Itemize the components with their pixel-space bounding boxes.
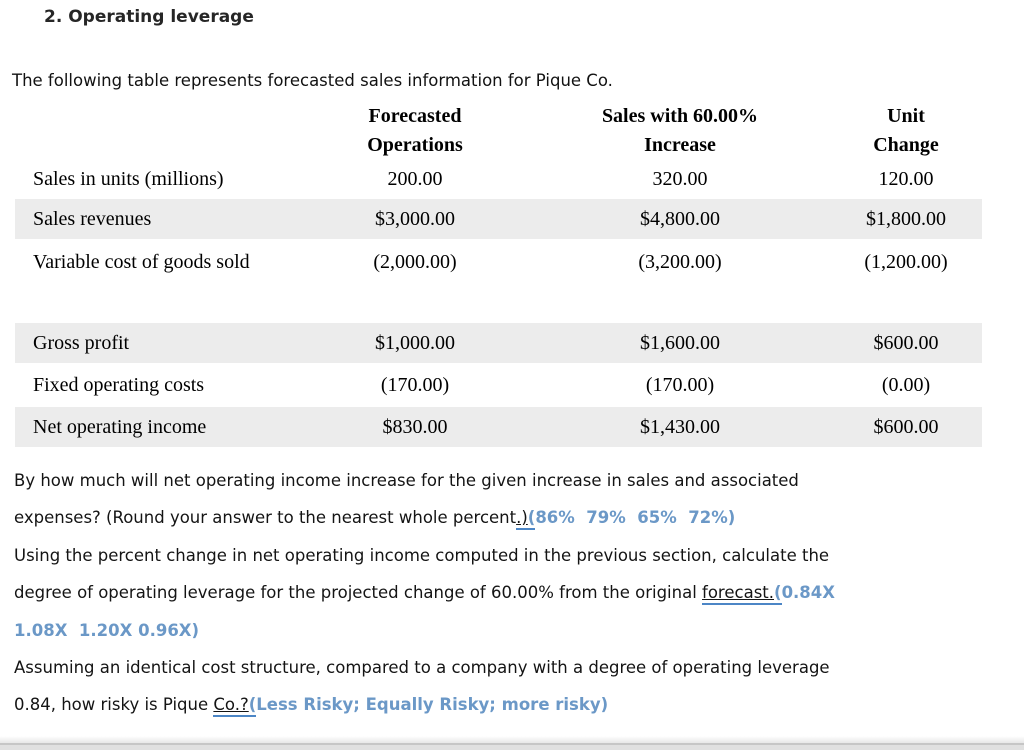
table-row: Sales revenues $3,000.00 $4,800.00 $1,80…: [15, 199, 982, 239]
header-line: Operations: [367, 134, 463, 156]
forecast-table: Forecasted Operations Sales with 60.00% …: [15, 101, 982, 447]
header-line: Sales with 60.00%: [601, 105, 759, 127]
table-row: Sales in units (millions) 200.00 320.00 …: [15, 159, 982, 199]
cell-forecasted: $3,000.00: [375, 207, 455, 230]
bottom-edge-gradient: [0, 736, 1024, 743]
row-label: Net operating income: [15, 410, 300, 444]
cell-forecasted: $830.00: [382, 415, 448, 438]
question3-underlined-group: Co.?(: [213, 695, 257, 718]
cell-increase: 320.00: [652, 167, 708, 190]
cell-change: 120.00: [878, 167, 934, 190]
cell-change: $600.00: [873, 331, 939, 354]
row-label-text: Gross profit: [33, 332, 130, 354]
table-header-increase: Sales with 60.00% Increase: [530, 101, 830, 160]
window-bottom-edge: [0, 736, 1024, 750]
question2-text: degree of operating leverage for the pro…: [14, 583, 703, 603]
bottom-edge-divider: [0, 743, 1024, 745]
header-line: Change: [873, 134, 939, 156]
question3-underlined: Co.?: [213, 695, 249, 715]
intro-text: The following table represents forecaste…: [12, 71, 613, 90]
row-label: Variable cost of goods sold: [15, 239, 300, 279]
cell-change: (0.00): [881, 373, 931, 396]
cell-increase: (170.00): [645, 373, 715, 396]
row-label-text: Net operating income: [33, 416, 207, 438]
question3-line2: 0.84, how risky is Pique Co.?(Less Risky…: [14, 686, 1009, 723]
cell-increase: $4,800.00: [640, 207, 720, 230]
question1-answer-options: 86% 79% 65% 72%): [535, 508, 736, 528]
question3-paren: (: [248, 695, 257, 715]
question-block: By how much will net operating income in…: [14, 462, 1009, 724]
table-row: Net operating income $830.00 $1,430.00 $…: [15, 407, 982, 447]
bottom-edge-footer: [0, 745, 1024, 750]
question1-paren: (: [527, 508, 536, 528]
question1-text: expenses? (Round your answer to the near…: [14, 508, 517, 528]
row-label: Gross profit: [15, 326, 300, 360]
row-label-text: Sales in units (millions): [33, 168, 224, 190]
question1-underlined-group: .)(: [516, 508, 536, 531]
table-row: Fixed operating costs (170.00) (170.00) …: [15, 363, 982, 407]
question1-underlined: .): [516, 508, 528, 528]
cell-forecasted: 200.00: [387, 167, 443, 190]
table-row: Variable cost of goods sold (2,000.00) (…: [15, 239, 982, 323]
row-label-text: Variable cost of goods sold: [33, 251, 250, 273]
question1-line1: By how much will net operating income in…: [14, 471, 799, 490]
question2-underlined-group: forecast.(: [702, 583, 782, 606]
question2-underlined: forecast.: [702, 583, 775, 603]
question3-line1: Assuming an identical cost structure, co…: [14, 658, 830, 678]
cell-change: $1,800.00: [866, 207, 946, 230]
row-label-text: Sales revenues: [33, 208, 152, 230]
cell-forecasted: $1,000.00: [375, 331, 455, 354]
row-label-text: Fixed operating costs: [33, 374, 205, 396]
table-header-forecasted: Forecasted Operations: [300, 101, 530, 160]
cell-change: $600.00: [873, 415, 939, 438]
cell-forecasted: (170.00): [380, 373, 450, 396]
table-row: Gross profit $1,000.00 $1,600.00 $600.00: [15, 323, 982, 363]
question1-line2: expenses? (Round your answer to the near…: [14, 499, 1009, 536]
header-line: Forecasted: [368, 105, 462, 127]
cell-forecasted: (2,000.00): [373, 251, 457, 273]
table-header-row: Forecasted Operations Sales with 60.00% …: [15, 101, 982, 159]
question3-answer-options: Less Risky; Equally Risky; more risky): [256, 695, 609, 715]
question2-line2: degree of operating leverage for the pro…: [14, 574, 1009, 611]
question2-paren: (: [774, 583, 782, 603]
header-line: Unit: [887, 105, 925, 127]
cell-increase: $1,600.00: [640, 331, 720, 354]
row-label: Sales revenues: [15, 202, 300, 236]
question2-answer-options-line2: 1.08X 1.20X 0.96X): [14, 620, 200, 640]
cell-increase: $1,430.00: [640, 415, 720, 438]
question2-answer-options: 0.84X: [781, 583, 835, 603]
header-line: Increase: [644, 134, 716, 156]
cell-change: (1,200.00): [864, 251, 948, 273]
table-header-unit-change: Unit Change: [830, 101, 982, 160]
cell-increase: (3,200.00): [638, 251, 722, 273]
row-label: Fixed operating costs: [15, 368, 300, 402]
question2-line1: Using the percent change in net operatin…: [14, 545, 830, 565]
section-title: 2. Operating leverage: [44, 7, 254, 27]
question3-text: 0.84, how risky is Pique: [14, 695, 214, 715]
row-label: Sales in units (millions): [15, 162, 300, 196]
